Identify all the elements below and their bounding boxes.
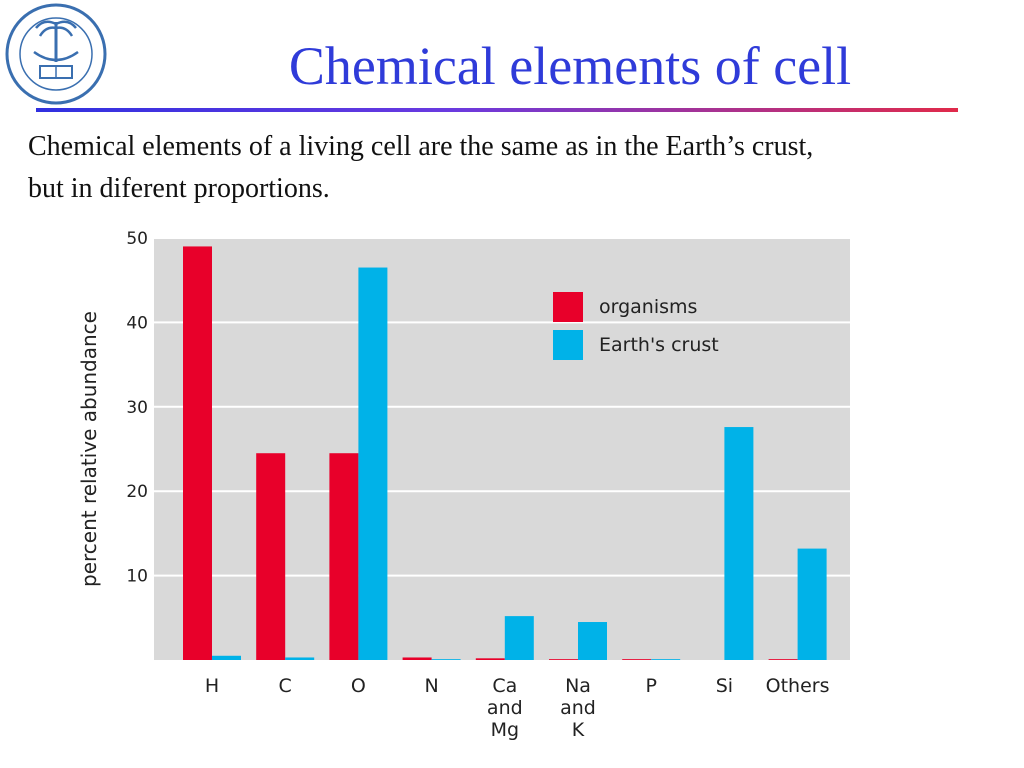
organisms-bar bbox=[329, 453, 359, 660]
organisms-bar bbox=[622, 659, 652, 660]
earths-crust-bar bbox=[504, 616, 534, 660]
y-axis-label: percent relative abundance bbox=[77, 311, 101, 587]
subtitle-line-2: but in diferent proportions. bbox=[28, 173, 330, 204]
x-tick-label: and bbox=[560, 697, 596, 719]
x-tick-label: Na bbox=[565, 675, 591, 697]
x-tick-label: N bbox=[424, 675, 438, 697]
y-tick-label: 20 bbox=[126, 482, 148, 502]
earths-crust-bar bbox=[578, 622, 607, 660]
organisms-bar bbox=[183, 246, 212, 660]
x-tick-label: Ca bbox=[492, 675, 517, 697]
earths-crust-bar bbox=[651, 659, 681, 660]
x-tick-label: K bbox=[572, 719, 585, 740]
x-tick-label: Mg bbox=[491, 719, 519, 740]
y-tick-label: 10 bbox=[126, 567, 148, 587]
organisms-bar bbox=[402, 657, 432, 660]
earths-crust-bar bbox=[724, 427, 754, 660]
slide-subtitle: Chemical elements of a living cell are t… bbox=[28, 126, 1008, 210]
earths-crust-bar bbox=[212, 655, 241, 660]
x-tick-label: C bbox=[279, 675, 292, 697]
earths-crust-bar bbox=[431, 659, 461, 660]
earths-crust-bar bbox=[358, 267, 388, 660]
subtitle-line-1: Chemical elements of a living cell are t… bbox=[28, 131, 814, 162]
organisms-bar bbox=[256, 453, 286, 660]
x-tick-label: O bbox=[351, 675, 366, 697]
x-tick-label: Others bbox=[766, 675, 830, 697]
university-logo-icon bbox=[5, 3, 107, 105]
x-tick-label: H bbox=[205, 675, 219, 697]
legend-swatch-earths-crust bbox=[553, 330, 583, 360]
x-tick-label: P bbox=[645, 675, 656, 697]
y-tick-label: 50 bbox=[126, 229, 148, 249]
y-tick-label: 30 bbox=[126, 398, 148, 418]
y-tick-label: 40 bbox=[126, 313, 148, 333]
earths-crust-bar bbox=[285, 657, 315, 660]
legend-label: organisms bbox=[599, 296, 697, 318]
legend-label: Earth's crust bbox=[599, 334, 719, 356]
x-tick-label: and bbox=[487, 697, 523, 719]
organisms-bar bbox=[549, 659, 578, 660]
legend-swatch-organisms bbox=[553, 292, 583, 322]
organisms-bar bbox=[768, 659, 798, 660]
organisms-bar bbox=[475, 658, 505, 660]
earths-crust-bar bbox=[797, 548, 827, 660]
title-divider bbox=[36, 108, 958, 112]
page-title: Chemical elements of cell bbox=[288, 36, 852, 96]
x-tick-label: Si bbox=[716, 675, 733, 697]
abundance-bar-chart: 10 20 30 40 50 percent relative abundance H C O N… bbox=[77, 229, 850, 740]
